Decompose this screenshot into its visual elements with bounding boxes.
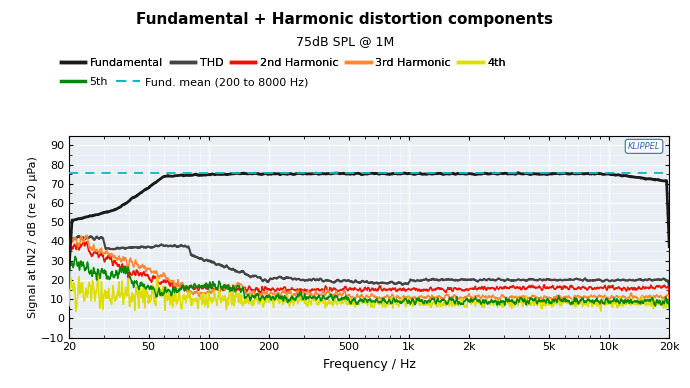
Text: 75dB SPL @ 1M: 75dB SPL @ 1M bbox=[296, 35, 394, 48]
Legend: 5th, Fund. mean (200 to 8000 Hz): 5th, Fund. mean (200 to 8000 Hz) bbox=[61, 77, 308, 87]
Text: KLIPPEL: KLIPPEL bbox=[628, 142, 660, 151]
X-axis label: Frequency / Hz: Frequency / Hz bbox=[323, 358, 415, 371]
Y-axis label: Signal at IN2 / dB (re 20 μPa): Signal at IN2 / dB (re 20 μPa) bbox=[28, 156, 38, 318]
Legend: Fundamental, THD, 2nd Harmonic, 3rd Harmonic, 4th: Fundamental, THD, 2nd Harmonic, 3rd Harm… bbox=[61, 58, 506, 68]
Text: Fundamental + Harmonic distortion components: Fundamental + Harmonic distortion compon… bbox=[137, 12, 553, 27]
